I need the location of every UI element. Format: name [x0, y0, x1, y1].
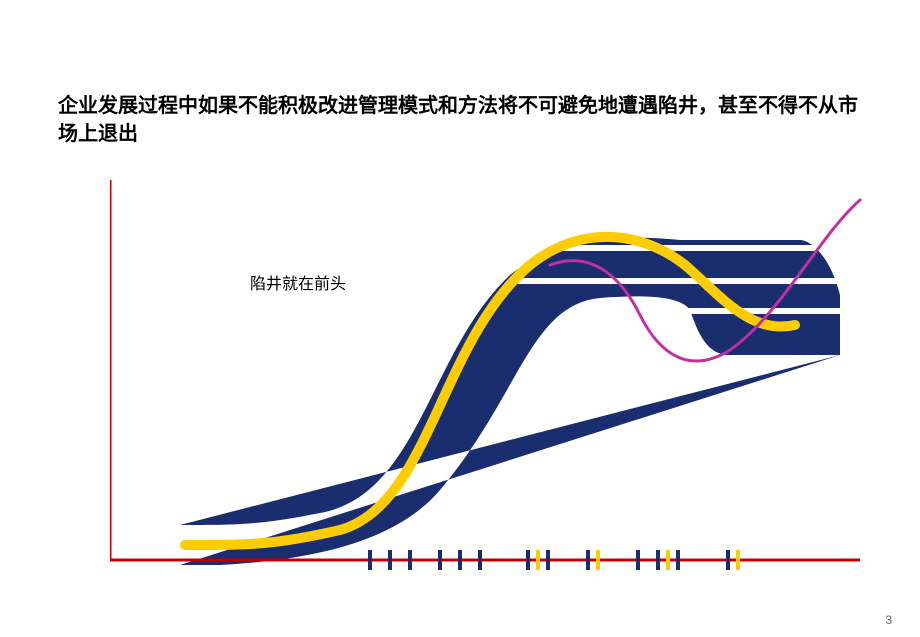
- trap-annotation: 陷井就在前头: [250, 270, 346, 294]
- s-curve-chart: 陷井就在前头: [110, 180, 870, 590]
- slide-title: 企业发展过程中如果不能积极改进管理模式和方法将不可避免地遭遇陷井，甚至不得不从市…: [58, 92, 870, 148]
- page-number: 3: [885, 613, 892, 627]
- chart-svg: [110, 180, 870, 590]
